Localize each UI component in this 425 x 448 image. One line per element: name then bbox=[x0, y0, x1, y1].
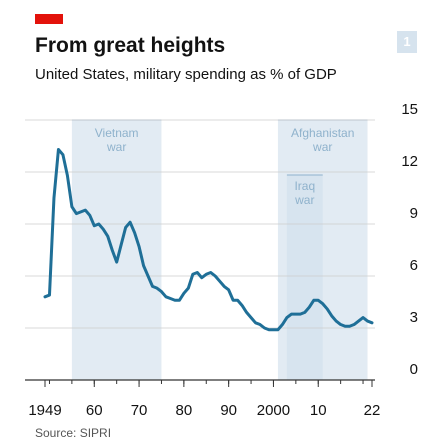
period-band bbox=[71, 120, 162, 380]
period-label: war bbox=[294, 193, 314, 207]
x-tick-label: 90 bbox=[220, 402, 237, 419]
brand-accent-bar bbox=[35, 14, 63, 24]
chart-number-badge: 1 bbox=[397, 31, 417, 53]
y-tick-label: 6 bbox=[410, 257, 418, 274]
y-tick-label: 3 bbox=[410, 309, 418, 326]
y-tick-label: 15 bbox=[401, 101, 418, 118]
x-tick-label: 1949 bbox=[28, 402, 61, 419]
x-tick-label: 22 bbox=[364, 402, 381, 419]
x-tick-label: 10 bbox=[310, 402, 327, 419]
period-label: Afghanistan bbox=[291, 126, 354, 140]
y-tick-label: 0 bbox=[410, 361, 418, 378]
series-line bbox=[43, 147, 374, 332]
period-label: war bbox=[106, 140, 126, 154]
period-band bbox=[286, 175, 323, 380]
x-tick-label: 80 bbox=[176, 402, 193, 419]
chart-title: From great heights bbox=[35, 34, 226, 57]
y-tick-label: 9 bbox=[410, 205, 418, 222]
x-tick-label: 60 bbox=[86, 402, 103, 419]
period-label: war bbox=[312, 140, 332, 154]
y-tick-label: 12 bbox=[401, 153, 418, 170]
period-label: Iraq bbox=[294, 179, 315, 193]
period-label: Vietnam bbox=[95, 126, 139, 140]
x-tick-label: 70 bbox=[131, 402, 148, 419]
chart-subtitle: United States, military spending as % of… bbox=[35, 66, 337, 83]
source-note: Source: SIPRI bbox=[35, 426, 112, 440]
x-tick-label: 2000 bbox=[257, 402, 290, 419]
